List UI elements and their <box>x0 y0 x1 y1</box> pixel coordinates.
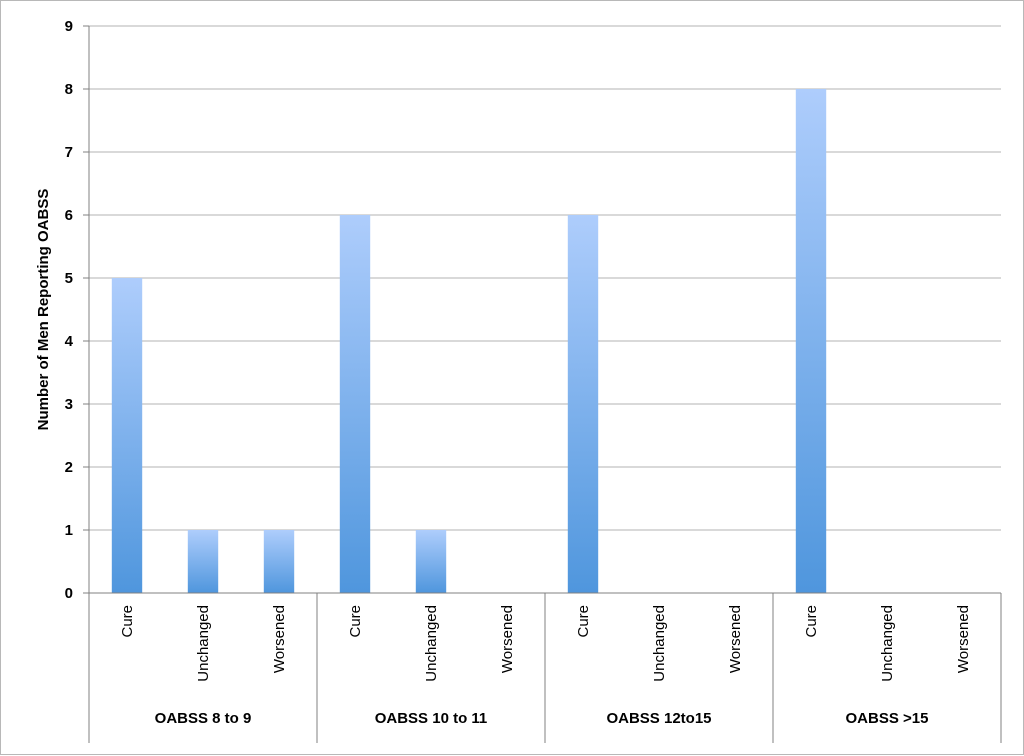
bar <box>795 89 827 593</box>
group-label: OABSS 12to15 <box>606 710 711 727</box>
category-label: Unchanged <box>651 605 668 682</box>
y-tick-label: 0 <box>65 585 73 602</box>
category-label: Cure <box>347 605 364 638</box>
bar <box>111 278 143 593</box>
y-tick-label: 9 <box>65 18 73 35</box>
bar <box>263 530 295 593</box>
category-label: Worsened <box>955 605 972 673</box>
group-label: OABSS >15 <box>846 710 929 727</box>
y-tick-label: 3 <box>65 396 73 413</box>
category-label: Unchanged <box>879 605 896 682</box>
category-label: Worsened <box>727 605 744 673</box>
gridlines <box>89 25 1001 531</box>
category-label: Cure <box>575 605 592 638</box>
bar <box>187 530 219 593</box>
category-label: Cure <box>803 605 820 638</box>
category-label: Worsened <box>499 605 516 673</box>
bar <box>339 215 371 593</box>
y-tick-label: 1 <box>65 522 73 539</box>
axes <box>83 25 1002 743</box>
bar <box>567 215 599 593</box>
y-tick-label: 5 <box>65 270 73 287</box>
group-label: OABSS 8 to 9 <box>155 710 252 727</box>
bars <box>111 89 827 593</box>
category-label: Unchanged <box>423 605 440 682</box>
category-label: Cure <box>119 605 136 638</box>
group-label: OABSS 10 to 11 <box>375 710 488 727</box>
y-tick-label: 6 <box>65 207 73 224</box>
labels: 0 1 2 3 4 5 6 7 8 9 Number of Men Reporting OABSS C… <box>35 18 972 727</box>
category-label: Unchanged <box>195 605 212 682</box>
bar <box>415 530 447 593</box>
y-axis-label: Number of Men Reporting OABSS <box>35 189 52 431</box>
y-tick-label: 2 <box>65 459 73 476</box>
y-tick-label: 4 <box>65 333 74 350</box>
category-label: Worsened <box>271 605 288 673</box>
y-tick-label: 7 <box>65 144 73 161</box>
y-tick-label: 8 <box>65 81 73 98</box>
